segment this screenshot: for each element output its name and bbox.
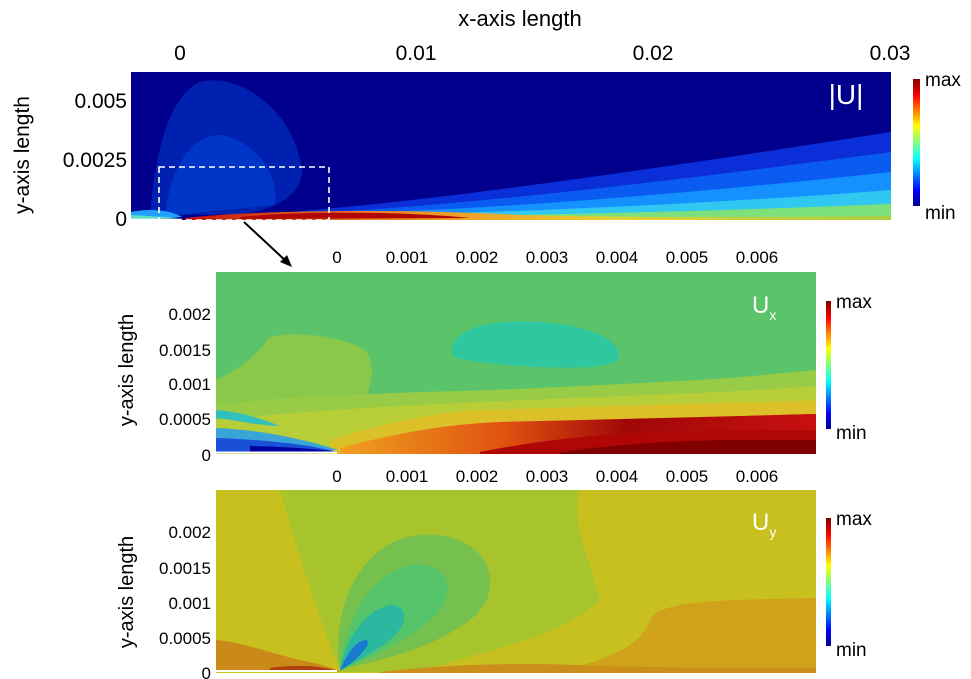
- x-tick-label: 0.003: [526, 467, 569, 486]
- y-tick-label: 0.002: [168, 305, 211, 324]
- colorbar-max-label: max: [925, 70, 961, 91]
- x-tick-label: 0.001: [386, 467, 429, 486]
- svg-text:Uy: Uy: [752, 509, 776, 540]
- y-tick-label: 0: [202, 446, 211, 465]
- y-tick-label: 0.005: [74, 90, 127, 113]
- uy-x-ticks: 0 0.001 0.002 0.003 0.004 0.005 0.006: [332, 467, 778, 486]
- x-tick-label: 0: [332, 467, 341, 486]
- ux-field: [216, 272, 816, 454]
- uy-panel: 0 0.001 0.002 0.003 0.004 0.005 0.006 y-…: [116, 467, 872, 679]
- x-tick-label: 0.005: [666, 467, 709, 486]
- y-axis-title: y-axis length: [11, 96, 34, 214]
- ux-x-ticks: 0 0.001 0.002 0.003 0.004 0.005 0.006: [332, 248, 778, 267]
- ux-y-ticks: 0.002 0.0015 0.001 0.0005 0: [159, 305, 211, 465]
- field-label-main: U: [752, 509, 769, 536]
- x-tick-label: 0.005: [666, 248, 709, 267]
- y-tick-label: 0: [202, 664, 211, 679]
- ux-panel: 0 0.001 0.002 0.003 0.004 0.005 0.006 y-…: [116, 248, 872, 465]
- zoom-region-box: [158, 166, 330, 221]
- x-tick-label: 0.001: [386, 248, 429, 267]
- colorbar-scale: [913, 79, 920, 206]
- velocity-magnitude-panel: x-axis length 0 0.01 0.02 0.03 y-axis le…: [11, 6, 961, 231]
- x-tick-label: 0.004: [596, 248, 639, 267]
- y-tick-label: 0.0015: [159, 341, 211, 360]
- velocity-magnitude-field: [131, 72, 891, 220]
- y-tick-label: 0.0025: [63, 149, 127, 172]
- x-tick-label: 0.02: [633, 42, 674, 65]
- colorbar-max-label: max: [836, 292, 872, 313]
- colorbar-scale: [826, 301, 831, 429]
- y-tick-label: 0: [115, 208, 127, 231]
- y-tick-label: 0.001: [168, 375, 211, 394]
- top-x-ticks: 0 0.01 0.02 0.03: [174, 42, 910, 65]
- colorbar-scale: [826, 518, 831, 646]
- field-label: Uy: [752, 509, 776, 540]
- x-tick-label: 0.006: [736, 248, 779, 267]
- svg-text:Ux: Ux: [752, 292, 776, 323]
- x-tick-label: 0.03: [870, 42, 911, 65]
- colorbar: max min: [913, 70, 961, 224]
- y-tick-label: 0.0015: [159, 559, 211, 578]
- x-tick-label: 0.002: [456, 248, 499, 267]
- uy-y-ticks: 0.002 0.0015 0.001 0.0005 0: [159, 523, 211, 679]
- field-label-subscript: y: [769, 524, 776, 540]
- field-label-main: U: [752, 292, 769, 319]
- x-tick-label: 0.006: [736, 467, 779, 486]
- colorbar-max-label: max: [836, 509, 872, 530]
- x-tick-label: 0: [174, 42, 186, 65]
- y-tick-label: 0.002: [168, 523, 211, 542]
- y-tick-label: 0.0005: [159, 629, 211, 648]
- colorbar-min-label: min: [925, 203, 956, 224]
- field-label-subscript: x: [769, 307, 776, 323]
- x-tick-label: 0.01: [396, 42, 437, 65]
- zoom-arrow: [243, 221, 292, 267]
- y-axis-title: y-axis length: [116, 314, 138, 426]
- y-tick-label: 0.001: [168, 594, 211, 613]
- x-tick-label: 0: [332, 248, 341, 267]
- x-axis-title: x-axis length: [458, 6, 582, 31]
- y-axis-title: y-axis length: [116, 536, 138, 648]
- x-tick-label: 0.002: [456, 467, 499, 486]
- top-y-ticks: 0.005 0.0025 0: [63, 90, 127, 231]
- y-tick-label: 0.0005: [159, 410, 211, 429]
- colorbar-min-label: min: [836, 423, 867, 444]
- x-tick-label: 0.004: [596, 467, 639, 486]
- colorbar-min-label: min: [836, 640, 867, 661]
- x-tick-label: 0.003: [526, 248, 569, 267]
- field-label: Ux: [752, 292, 776, 323]
- colorbar: max min: [826, 292, 872, 444]
- colorbar: max min: [826, 509, 872, 661]
- field-label: |U|: [829, 79, 864, 110]
- uy-field: [216, 490, 816, 673]
